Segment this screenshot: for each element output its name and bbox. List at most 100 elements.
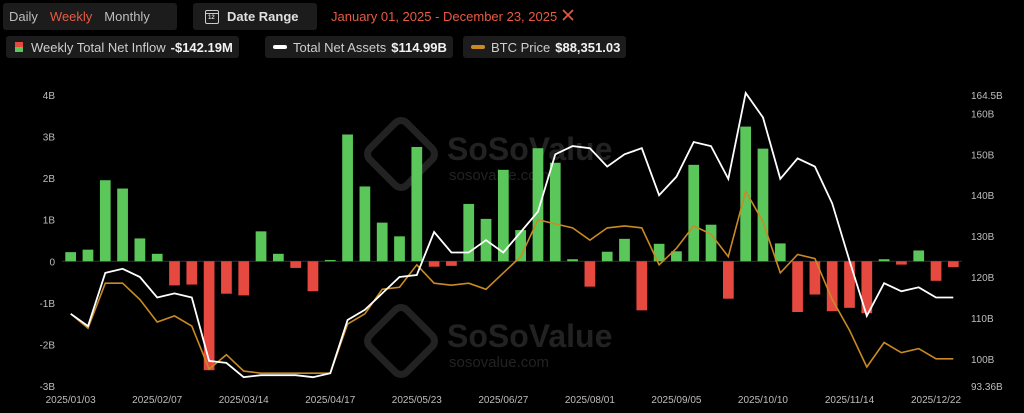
logo-icon — [364, 117, 438, 191]
y-left-tick-label: 1B — [43, 216, 56, 227]
inflow-bar[interactable] — [394, 236, 405, 262]
legend-btc-value: $88,351.03 — [555, 39, 621, 55]
y-left-tick-label: 4B — [43, 91, 56, 102]
y-right-tick-label: 110B — [971, 314, 994, 325]
inflow-bar[interactable] — [99, 180, 111, 262]
inflow-bar[interactable] — [844, 261, 855, 308]
y-right-tick-label: 164.5B — [971, 91, 1003, 102]
inflow-bar[interactable] — [636, 261, 648, 311]
inflow-bar[interactable] — [255, 231, 267, 262]
line-swatch-icon — [471, 45, 485, 49]
y-left-tick-label: -1B — [39, 299, 55, 310]
y-left-tick-label: 3B — [43, 133, 56, 144]
legend-item-assets[interactable]: Total Net Assets $114.99B — [265, 36, 453, 58]
inflow-bar[interactable] — [221, 261, 232, 294]
inflow-bar[interactable] — [186, 261, 198, 285]
inflow-bar[interactable] — [151, 253, 163, 262]
close-icon[interactable] — [561, 8, 575, 22]
inflow-bar[interactable] — [169, 261, 180, 286]
legend-btc-name: BTC Price — [491, 39, 551, 55]
inflow-bar[interactable] — [913, 250, 925, 262]
inflow-bar[interactable] — [65, 252, 77, 262]
inflow-bar[interactable] — [653, 243, 665, 262]
line-swatch-icon — [273, 45, 287, 49]
inflow-bar[interactable] — [705, 224, 717, 262]
tab-weekly[interactable]: Weekly — [49, 9, 93, 24]
legend-assets-value: $114.99B — [391, 39, 447, 55]
inflow-bar[interactable] — [947, 261, 959, 268]
inflow-bar[interactable] — [532, 148, 544, 262]
y-right-tick-label: 150B — [971, 150, 995, 161]
inflow-bar[interactable] — [203, 261, 215, 371]
inflow-bar[interactable] — [359, 186, 371, 262]
inflow-bar[interactable] — [497, 169, 509, 262]
inflow-bar[interactable] — [134, 238, 146, 262]
inflow-bar[interactable] — [515, 230, 527, 262]
inflow-bar[interactable] — [446, 261, 457, 266]
x-tick-label: 2025/05/23 — [392, 395, 442, 406]
inflow-bar[interactable] — [82, 249, 94, 262]
inflow-bar[interactable] — [861, 261, 873, 314]
y-left-tick-label: -3B — [39, 382, 55, 393]
x-tick-label: 2025/04/17 — [305, 395, 355, 406]
watermark-brand: SoSoValue — [447, 131, 612, 167]
inflow-bar[interactable] — [619, 238, 630, 262]
inflow-bar[interactable] — [463, 203, 475, 262]
toolbar: Daily Weekly Monthly 12 Date Range Janua… — [0, 0, 1024, 34]
inflow-bar[interactable] — [117, 188, 128, 262]
y-right-tick-label: 130B — [971, 232, 995, 243]
inflow-bar[interactable] — [671, 251, 682, 262]
date-range-value: January 01, 2025 - December 23, 2025 — [331, 9, 558, 24]
legend-item-inflow[interactable]: Weekly Total Net Inflow -$142.19M — [6, 36, 239, 58]
inflow-bar[interactable] — [757, 148, 769, 262]
inflow-bar[interactable] — [342, 134, 353, 262]
x-tick-label: 2025/09/05 — [651, 395, 701, 406]
x-tick-label: 2025/10/10 — [738, 395, 788, 406]
x-tick-label: 2025/03/14 — [219, 395, 269, 406]
inflow-bar[interactable] — [290, 261, 302, 268]
inflow-bar[interactable] — [774, 243, 786, 262]
legend-item-btc[interactable]: BTC Price $88,351.03 — [463, 36, 627, 58]
y-right-tick-label: 93.36B — [971, 382, 1003, 393]
inflow-bar[interactable] — [601, 251, 613, 262]
total-net-assets-line — [70, 90, 954, 379]
inflow-bar[interactable] — [272, 253, 284, 262]
x-tick-label: 2025/01/03 — [46, 395, 96, 406]
legend-inflow-name: Weekly Total Net Inflow — [31, 39, 166, 55]
inflow-bar[interactable] — [792, 261, 803, 313]
legend-inflow-value: -$142.19M — [170, 39, 233, 55]
inflow-bar[interactable] — [896, 261, 907, 265]
legend-assets-name: Total Net Assets — [293, 39, 387, 55]
inflow-bar[interactable] — [930, 261, 942, 281]
inflow-bar[interactable] — [238, 261, 250, 296]
y-right-tick-label: 160B — [971, 109, 995, 120]
inflow-bar[interactable] — [549, 162, 561, 262]
x-tick-label: 2025/06/27 — [478, 395, 528, 406]
inflow-bar[interactable] — [411, 146, 423, 262]
inflow-bar[interactable] — [567, 259, 578, 262]
inflow-bar[interactable] — [826, 261, 838, 312]
inflow-bar[interactable] — [324, 260, 336, 262]
x-tick-label: 2025/12/22 — [911, 395, 961, 406]
y-left-tick-label: 2B — [43, 174, 56, 185]
y-left-tick-label: 0 — [49, 257, 55, 268]
inflow-bar[interactable] — [376, 222, 388, 262]
tab-daily[interactable]: Daily — [9, 9, 38, 24]
inflow-bars — [65, 126, 959, 371]
inflow-bar[interactable] — [688, 164, 700, 262]
inflow-bar[interactable] — [878, 259, 890, 262]
inflow-bar[interactable] — [722, 261, 734, 299]
y-right-tick-label: 120B — [971, 273, 995, 284]
tab-monthly[interactable]: Monthly — [104, 9, 150, 24]
inflow-bar[interactable] — [307, 261, 319, 292]
inflow-bar[interactable] — [584, 261, 596, 287]
y-left-tick-label: -2B — [39, 340, 55, 351]
inflow-bar[interactable] — [428, 261, 440, 267]
y-right-tick-label: 140B — [971, 191, 995, 202]
inflow-bar[interactable] — [809, 261, 821, 295]
date-range-button[interactable]: 12 Date Range — [193, 3, 317, 30]
